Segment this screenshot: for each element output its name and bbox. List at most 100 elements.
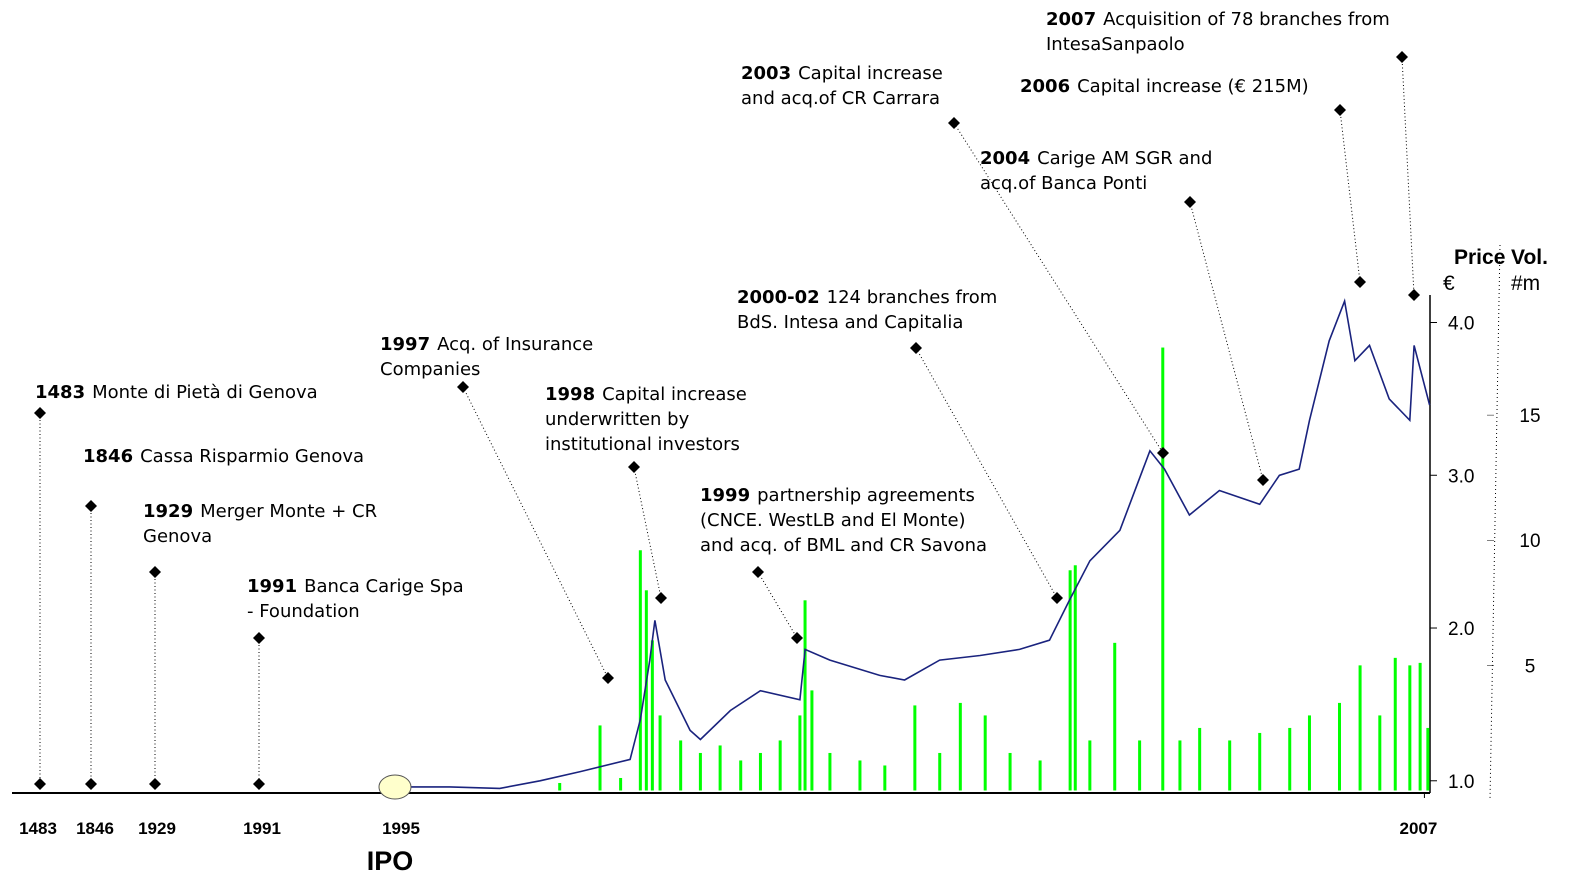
volume-bar — [1228, 740, 1232, 791]
annotation-year: 1929 — [143, 501, 193, 522]
volume-bar — [1358, 665, 1362, 791]
volume-bar — [913, 705, 917, 791]
y-tick-label: 3.0 — [1448, 466, 1474, 487]
x-tick-label: 1929 — [138, 819, 176, 838]
annotation-line: Capital increase — [602, 384, 747, 405]
annotation-text: 1483 Monte di Pietà di Genova — [35, 382, 318, 403]
y-tick-label: 1.0 — [1448, 772, 1474, 793]
leader-line — [915, 347, 1058, 599]
annotation-line: Cassa Risparmio Genova — [140, 446, 364, 467]
diamond-marker — [1334, 104, 1346, 116]
annotation-line: and acq.of CR Carrara — [741, 88, 940, 109]
annotation-line: Companies — [380, 359, 480, 380]
volume-bar — [803, 600, 807, 791]
annotation-text: Genova — [143, 526, 212, 547]
annotation-year: 1997 — [380, 334, 430, 355]
annotation-text: 1929 Merger Monte + CR — [143, 501, 377, 522]
annotation-line: partnership agreements — [757, 485, 975, 506]
price-line — [409, 298, 1431, 790]
volume-bar — [983, 715, 987, 791]
volume-bar — [650, 640, 654, 791]
diamond-marker — [1051, 592, 1063, 604]
annotation-line: and acq. of BML and CR Savona — [700, 535, 987, 556]
volume-bar — [1008, 752, 1012, 791]
annotation-line: Merger Monte + CR — [200, 501, 377, 522]
annotation-year: 2000-02 — [737, 287, 820, 308]
volume-bar — [739, 760, 743, 791]
annotation-text: institutional investors — [545, 434, 740, 455]
annotation-year: 1846 — [83, 446, 133, 467]
volume-bar — [698, 752, 702, 791]
volume-bar — [598, 725, 602, 791]
volume-bar — [958, 702, 962, 791]
volume-bar — [938, 752, 942, 791]
annotation-text: 2003 Capital increase — [741, 63, 943, 84]
annotation-line: Capital increase — [798, 63, 943, 84]
x-tick-label: 1483 — [19, 819, 57, 838]
annotation-text: - Foundation — [247, 601, 360, 622]
volume-bar — [798, 715, 802, 791]
y-tick-label: 2.0 — [1448, 619, 1474, 640]
y2-tick-label: 15 — [1519, 406, 1540, 427]
volume-bar — [1426, 727, 1430, 791]
ipo-label: IPO — [367, 846, 414, 876]
annotation-line: IntesaSanpaolo — [1046, 34, 1185, 55]
volume-bar — [1113, 642, 1117, 791]
leader-line — [462, 386, 609, 679]
volume-bar — [644, 590, 648, 791]
diamond-marker — [149, 778, 161, 790]
annotation-line: Acquisition of 78 branches from — [1103, 9, 1390, 30]
annotation-text: Companies — [380, 359, 480, 380]
volume-bar — [1073, 565, 1077, 791]
annotation-text: 1998 Capital increase — [545, 384, 747, 405]
diamond-marker — [457, 381, 469, 393]
volume-bar — [1161, 347, 1165, 791]
annotation-text: 1999 partnership agreements — [700, 485, 975, 506]
annotation-text: 2006 Capital increase (€ 215M) — [1020, 76, 1309, 97]
volume-bar — [1307, 715, 1311, 791]
annotation-text: (CNCE. WestLB and El Monte) — [700, 510, 966, 531]
volume-bar — [679, 740, 683, 791]
annotation-text: underwritten by — [545, 409, 690, 430]
volume-bar — [1178, 740, 1182, 791]
leader-line — [1189, 201, 1264, 481]
diamond-marker — [34, 778, 46, 790]
volume-bar — [1068, 570, 1072, 791]
y-tick-label: 4.0 — [1448, 313, 1474, 334]
annotation-text: IntesaSanpaolo — [1046, 34, 1185, 55]
annotation-line: Monte di Pietà di Genova — [92, 382, 318, 403]
diamond-marker — [1354, 276, 1366, 288]
annotation-year: 2004 — [980, 148, 1030, 169]
volume-bar — [1038, 760, 1042, 791]
ipo-marker — [378, 774, 412, 800]
diamond-marker — [253, 778, 265, 790]
diamond-marker — [149, 566, 161, 578]
diamond-marker — [85, 778, 97, 790]
y2-tick-label: 10 — [1519, 531, 1540, 552]
diamond-marker — [1408, 289, 1420, 301]
annotation-line: Capital increase (€ 215M) — [1077, 76, 1309, 97]
y2-axis-unit: #m — [1511, 272, 1540, 295]
diamond-marker — [628, 461, 640, 473]
annotation-text: acq.of Banca Ponti — [980, 173, 1147, 194]
volume-bar — [619, 777, 623, 791]
volume-bar — [658, 715, 662, 791]
diamond-marker — [1157, 447, 1169, 459]
annotation-year: 1999 — [700, 485, 750, 506]
volume-bar — [1337, 702, 1341, 791]
volume-bar — [810, 690, 814, 791]
volume-bar — [1258, 732, 1262, 791]
y-axis-unit: € — [1443, 272, 1455, 295]
annotation-line: acq.of Banca Ponti — [980, 173, 1147, 194]
diamond-marker — [948, 117, 960, 129]
volume-bar — [1138, 740, 1142, 791]
leader-line — [1339, 109, 1361, 283]
annotation-line: BdS. Intesa and Capitalia — [737, 312, 963, 333]
diamond-marker — [791, 632, 803, 644]
annotation-line: Genova — [143, 526, 212, 547]
price-line-layer — [409, 298, 1431, 790]
volume-bar — [718, 745, 722, 791]
volume-bar — [758, 752, 762, 791]
diamond-marker — [85, 500, 97, 512]
